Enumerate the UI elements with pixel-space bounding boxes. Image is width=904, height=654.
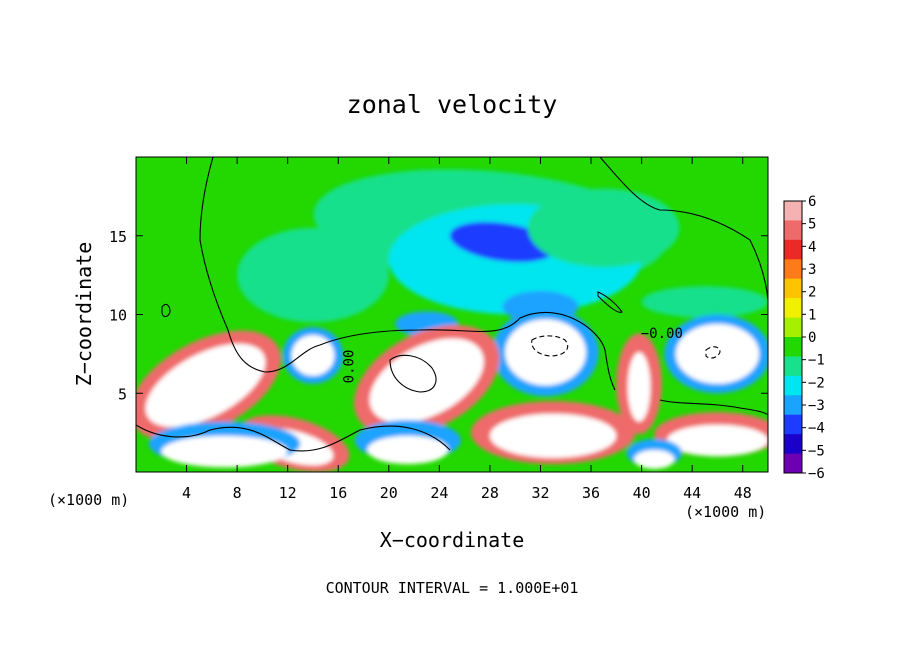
colorbar-tick-label-8: −2 (808, 375, 825, 391)
x-tick-label-3: 16 (329, 484, 347, 502)
x-tick-label-8: 36 (582, 484, 600, 502)
colorbar-tick-label-6: 0 (808, 330, 816, 346)
colorbar-tick-label-3: 3 (808, 262, 816, 278)
field-blob-29 (666, 424, 768, 457)
colorbar-swatch-10 (784, 395, 802, 416)
colorbar-tick-label-5: 1 (808, 307, 816, 323)
colorbar-tick-label-10: −4 (808, 421, 825, 437)
zero-contour-top-right (599, 157, 768, 301)
field-blob-15 (145, 343, 266, 427)
y-tick-label-2: 15 (109, 228, 127, 246)
zero-contour-lower (136, 424, 451, 452)
colorbar-tick-label-7: −1 (808, 353, 825, 369)
contour-interval-note: CONTOUR INTERVAL = 1.000E+01 (326, 579, 579, 597)
colorbar-swatch-7 (784, 337, 802, 357)
x-tick-label-4: 20 (380, 484, 398, 502)
field-blob-27 (367, 435, 449, 465)
colorbar-tick-label-1: 5 (808, 217, 816, 233)
colorbar-tick-label-9: −3 (808, 398, 825, 414)
field-blob-7 (641, 286, 768, 318)
y-axis-label: Z−coordinate (72, 242, 96, 387)
colorbar-tick-label-2: 4 (808, 239, 816, 255)
field-blob-4 (527, 188, 680, 268)
colorbar-swatch-6 (784, 317, 802, 338)
contour-label-1: −0.00 (641, 326, 683, 342)
field-blob-9 (291, 334, 335, 376)
dashed-contour-2 (705, 346, 721, 359)
colorbar-tick-label-4: 2 (808, 285, 816, 301)
colorbar-swatch-12 (784, 434, 802, 454)
thin-loop (597, 291, 623, 313)
field-blob-19 (627, 352, 651, 422)
colorbar-swatch-3 (784, 259, 802, 280)
zero-contour-mid (319, 312, 616, 391)
colorbar-swatch-8 (784, 356, 802, 377)
colorbar-tick-label-12: −6 (808, 466, 825, 482)
x-tick-label-0: 4 (182, 484, 191, 502)
y-axis-ticks: 5 10 15 (109, 228, 768, 403)
x-tick-label-2: 12 (279, 484, 297, 502)
dashed-contour-1 (531, 335, 569, 357)
field-blob-3 (237, 227, 389, 323)
zero-contour-right-low (659, 399, 768, 416)
small-loop (161, 303, 171, 318)
colorbar-swatch-11 (784, 414, 802, 435)
contour-labels: 0.00 −0.00 (341, 326, 682, 383)
chart-title: zonal velocity (347, 90, 558, 119)
x-tick-label-9: 40 (633, 484, 651, 502)
y-tick-label-1: 10 (109, 307, 127, 325)
x-axis-label: X−coordinate (380, 528, 525, 552)
x-tick-label-7: 32 (531, 484, 549, 502)
zero-contour-left (199, 157, 321, 373)
field-blob-31 (634, 449, 675, 469)
colorbar-swatch-13 (784, 453, 802, 474)
x-unit-label-left: (×1000 m) (48, 491, 129, 509)
colorbar-swatch-9 (784, 375, 802, 396)
x-tick-label-5: 24 (430, 484, 448, 502)
colorbar-tick-label-0: 6 (808, 194, 816, 210)
solid-loop (389, 354, 437, 393)
x-axis-ticks: 4 8 12 16 20 24 28 32 36 40 44 48 (182, 157, 752, 502)
colorbar-swatch-4 (784, 278, 802, 299)
colorbar: 6 5 4 3 2 1 0 −1 −2 −3 −4 −5 −6 (783, 194, 825, 482)
contour-lines (136, 157, 768, 452)
colorbar-swatch-2 (784, 239, 802, 260)
x-unit-label-right: (×1000 m) (685, 503, 766, 521)
field-blob-21 (489, 413, 617, 458)
field-blob-17 (369, 338, 484, 423)
field-blob-25 (161, 435, 288, 468)
colorbar-swatch-0 (784, 201, 802, 221)
x-tick-label-11: 48 (734, 484, 752, 502)
colorbar-swatch-1 (784, 220, 802, 241)
y-tick-label-0: 5 (118, 385, 127, 403)
x-tick-label-6: 28 (481, 484, 499, 502)
plot-area: 0.00 −0.00 (136, 157, 768, 472)
colorbar-swatch-5 (784, 298, 802, 318)
colorbar-tick-label-11: −5 (808, 443, 825, 459)
contour-label-0: 0.00 (341, 350, 357, 384)
x-tick-label-10: 44 (683, 484, 701, 502)
x-tick-label-1: 8 (233, 484, 242, 502)
field-blob-11 (505, 319, 586, 386)
field-blob-13 (675, 323, 760, 384)
